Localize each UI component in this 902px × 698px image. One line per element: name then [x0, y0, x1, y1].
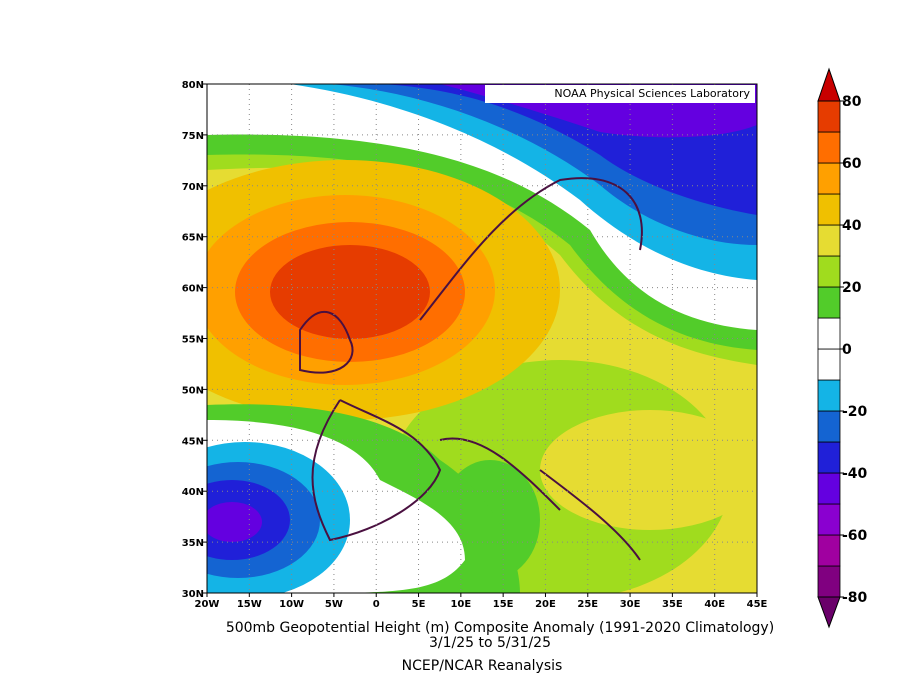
lat-label: 65N [182, 233, 204, 244]
colorbar-band [817, 348, 841, 381]
colorbar-band [817, 255, 841, 288]
field [540, 410, 757, 530]
lon-label: 5W [325, 599, 343, 610]
field [270, 245, 430, 339]
colorbar-band [817, 162, 841, 195]
source: NCEP/NCAR Reanalysis [402, 658, 563, 674]
credit: NOAA Physical Sciences Laboratory [554, 87, 750, 100]
lon-label: 15E [493, 599, 514, 610]
lat-label: 30N [182, 589, 204, 600]
colorbar-band [817, 224, 841, 257]
colorbar-label: -60 [842, 528, 868, 544]
lon-label: 0 [373, 599, 380, 610]
colorbar: 80 60 40 20 0 -20 -40 -60 -80 [817, 67, 868, 629]
colorbar-band [817, 534, 841, 567]
lon-label: 10E [450, 599, 471, 610]
colorbar-label: 0 [842, 342, 852, 358]
colorbar-label: -80 [842, 590, 868, 606]
lon-label: 30E [620, 599, 641, 610]
colorbar-label: 60 [842, 156, 862, 172]
colorbar-band [817, 317, 841, 350]
colorbar-band [817, 131, 841, 164]
colorbar-label: 40 [842, 218, 862, 234]
colorbar-label: 20 [842, 280, 862, 296]
colorbar-band [817, 100, 841, 133]
lon-label: 45E [747, 599, 768, 610]
colorbar-band [817, 565, 841, 598]
grid [207, 84, 757, 593]
colorbar-band [817, 441, 841, 474]
coastlines [299, 177, 643, 561]
lat-label: 55N [182, 335, 204, 346]
lon-label: 35E [662, 599, 683, 610]
title: 500mb Geopotential Height (m) Composite … [226, 620, 774, 636]
lat-label: 70N [182, 182, 204, 193]
lon-label: 20E [535, 599, 556, 610]
colorbar-band [817, 410, 841, 443]
lon-label: 15W [237, 599, 262, 610]
lon-label: 25E [577, 599, 598, 610]
lat-label: 45N [182, 436, 204, 447]
colorbar-band [817, 472, 841, 505]
lon-label: 5E [412, 599, 426, 610]
colorbar-band [817, 193, 841, 226]
lat-label: 35N [182, 538, 204, 549]
colorbar-band [817, 503, 841, 536]
colorbar-label: -40 [842, 466, 868, 482]
colorbar-extend [817, 67, 841, 102]
lat-label: 75N [182, 131, 204, 142]
lon-label: 20W [195, 599, 220, 610]
lat-label: 80N [182, 80, 204, 91]
anomaly-field [207, 84, 757, 593]
colorbar-label: -20 [842, 404, 868, 420]
lat-label: 50N [182, 385, 204, 396]
colorbar-extend [817, 596, 841, 629]
lat-label: 60N [182, 284, 204, 295]
subtitle: 3/1/25 to 5/31/25 [429, 635, 551, 651]
colorbar-band [817, 379, 841, 412]
lat-label: 40N [182, 487, 204, 498]
lon-label: 40E [704, 599, 725, 610]
lon-label: 10W [279, 599, 304, 610]
colorbar-band [817, 286, 841, 319]
field [207, 502, 262, 542]
credit-box [485, 85, 755, 103]
colorbar-label: 80 [842, 94, 862, 110]
